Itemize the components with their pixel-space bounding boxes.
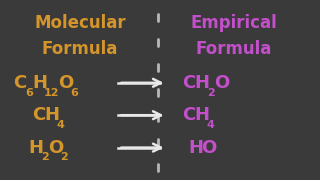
Text: O: O <box>201 139 216 157</box>
Text: H: H <box>195 74 210 92</box>
Text: 2: 2 <box>60 152 68 163</box>
Text: C: C <box>182 106 196 124</box>
Text: H: H <box>189 139 204 157</box>
Text: 2: 2 <box>207 88 214 98</box>
Text: 2: 2 <box>41 152 49 163</box>
Text: H: H <box>195 106 210 124</box>
Text: Formula: Formula <box>42 40 118 58</box>
Text: 12: 12 <box>44 88 60 98</box>
Text: C: C <box>182 74 196 92</box>
Text: H: H <box>32 74 47 92</box>
Text: C: C <box>32 106 45 124</box>
Text: Empirical: Empirical <box>190 14 277 32</box>
Text: H: H <box>44 106 59 124</box>
Text: 4: 4 <box>207 120 215 130</box>
Text: O: O <box>58 74 74 92</box>
Text: Formula: Formula <box>196 40 272 58</box>
Text: O: O <box>214 74 229 92</box>
Text: Molecular: Molecular <box>34 14 126 32</box>
Text: 4: 4 <box>56 120 64 130</box>
Text: O: O <box>48 139 63 157</box>
Text: H: H <box>29 139 44 157</box>
Text: 6: 6 <box>70 88 78 98</box>
Text: C: C <box>13 74 26 92</box>
Text: 6: 6 <box>25 88 33 98</box>
